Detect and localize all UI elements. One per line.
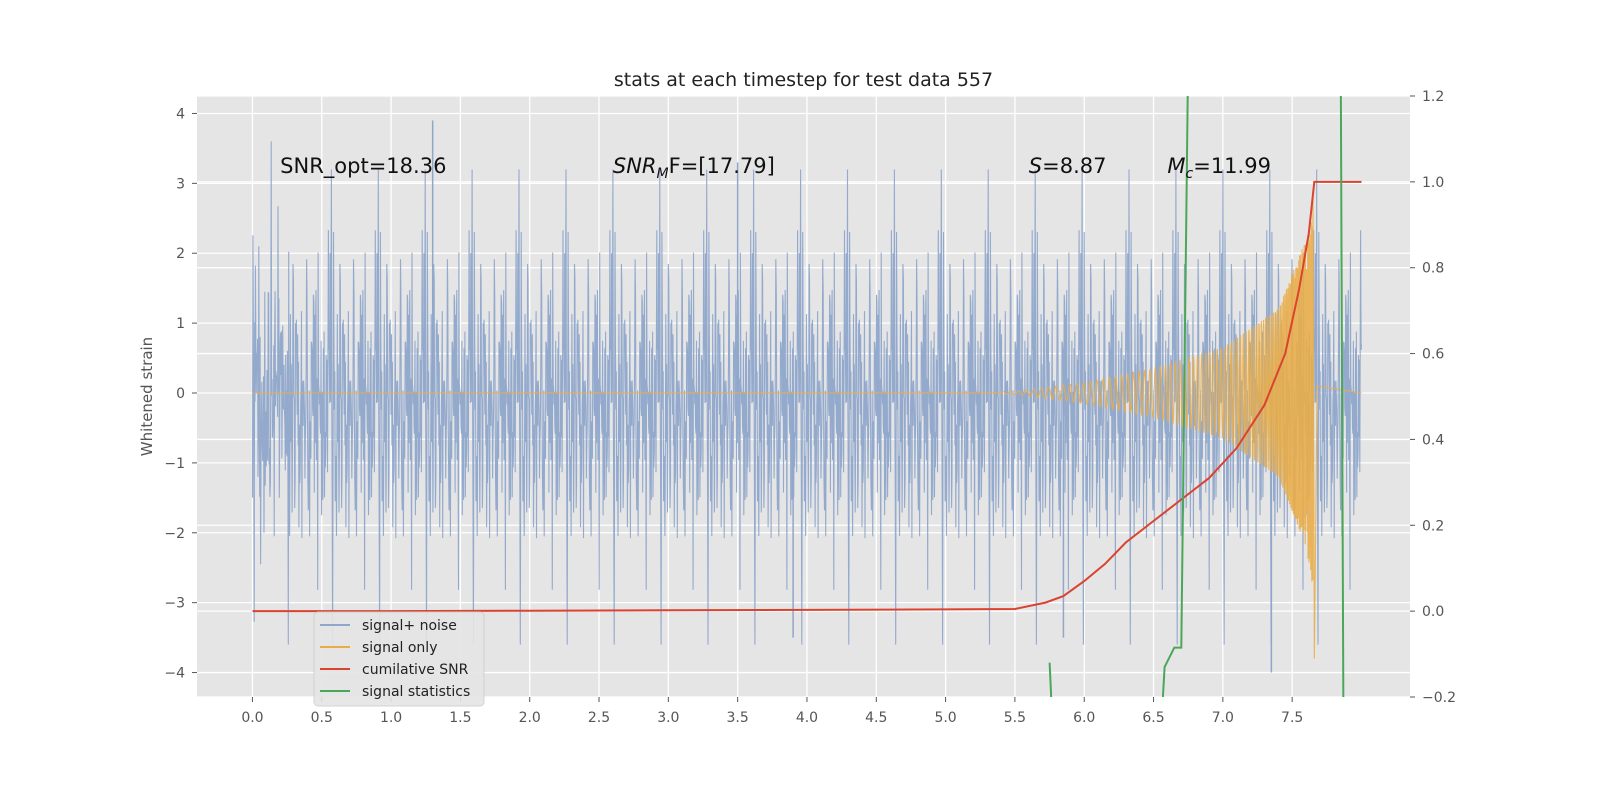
annotation-snr-mf: SNRMF=[17.79] <box>613 154 775 182</box>
legend-label: cumilative SNR <box>362 662 469 678</box>
x-tick-label: 3.0 <box>657 710 679 726</box>
y-tick-label: −1 <box>164 456 185 472</box>
signal-statistics-line <box>1339 96 1345 697</box>
annotation-mc-value: =11.99 <box>1193 154 1271 178</box>
annotation-snr-mf-rest: F=[17.79] <box>669 154 775 178</box>
x-tick-label: 2.0 <box>519 710 541 726</box>
series-cumulative-snr <box>252 180 1362 613</box>
y-tick-label: −4 <box>164 666 185 682</box>
annotation-mc-sub: c <box>1186 166 1194 182</box>
y2-tick-label: −0.2 <box>1422 690 1456 706</box>
y-tick-label: 1 <box>176 316 185 332</box>
annotation-snr-mf-main: SNR <box>613 154 657 178</box>
annotation-mc: Mc=11.99 <box>1167 154 1271 182</box>
signal-statistics-line <box>1161 96 1189 697</box>
legend-box <box>313 611 485 707</box>
x-tick-label: 4.5 <box>865 710 887 726</box>
y2-tick-label: 0.8 <box>1422 261 1444 277</box>
legend-label: signal statistics <box>362 684 470 700</box>
x-tick-label: 6.5 <box>1142 710 1164 726</box>
signal-statistics-line <box>1048 662 1053 697</box>
x-tick-label: 0.0 <box>241 710 263 726</box>
y2-tick-label: 0.4 <box>1422 432 1444 448</box>
series-signal-statistics <box>1048 96 1345 697</box>
axes: 0.0 0.5 1.0 1.5 2.0 2.5 3.0 3.5 4.0 4.5 5.0 5.5 6.0 6… <box>164 89 1456 726</box>
legend-label: signal only <box>362 640 437 656</box>
x-tick-label: 1.5 <box>449 710 471 726</box>
x-tick-label: 1.0 <box>380 710 402 726</box>
y-tick-label: 4 <box>176 106 185 122</box>
chart-title: stats at each timestep for test data 557 <box>614 69 993 91</box>
y-tick-label: −3 <box>164 596 185 612</box>
legend: signal+ noise signal only cumilative SNR si… <box>313 611 485 707</box>
x-tick-label: 2.5 <box>588 710 610 726</box>
y-tick-label: −2 <box>164 526 185 542</box>
x-tick-label: 6.0 <box>1073 710 1095 726</box>
annotation-mc-var: M <box>1167 154 1185 178</box>
y-tick-label: 2 <box>176 246 185 262</box>
x-tick-label: 0.5 <box>311 710 333 726</box>
x-tick-label: 7.0 <box>1212 710 1234 726</box>
cumulative-snr-line <box>252 180 1362 613</box>
series-signal-only <box>252 197 1362 659</box>
y2-tick-label: 0.2 <box>1422 518 1444 534</box>
x-tick-label: 5.5 <box>1004 710 1026 726</box>
x-tick-label: 5.0 <box>934 710 956 726</box>
signal-trace <box>252 197 1362 659</box>
y2-tick-label: 0.0 <box>1422 604 1444 620</box>
x-tick-label: 3.5 <box>727 710 749 726</box>
noise-trace <box>251 141 1363 645</box>
annotation-snr-mf-sub: M <box>657 166 669 182</box>
y2-tick-label: 0.6 <box>1422 347 1444 363</box>
x-tick-label: 7.5 <box>1281 710 1303 726</box>
y-axis-label: Whitened strain <box>138 337 156 456</box>
annotation-snr-opt: SNR_opt=18.36 <box>280 154 446 179</box>
x-tick-label: 4.0 <box>796 710 818 726</box>
annotation-s: S=8.87 <box>1029 154 1107 178</box>
legend-label: signal+ noise <box>362 618 457 634</box>
y-tick-label: 3 <box>176 176 185 192</box>
annotation-s-var: S <box>1029 154 1042 178</box>
annotations: SNR_opt=18.36 SNRMF=[17.79] S=8.87 Mc=11… <box>280 154 1271 182</box>
annotation-s-value: =8.87 <box>1042 154 1106 178</box>
y2-tick-label: 1.0 <box>1422 175 1444 191</box>
y-tick-label: 0 <box>176 386 185 402</box>
y2-tick-label: 1.2 <box>1422 89 1444 105</box>
